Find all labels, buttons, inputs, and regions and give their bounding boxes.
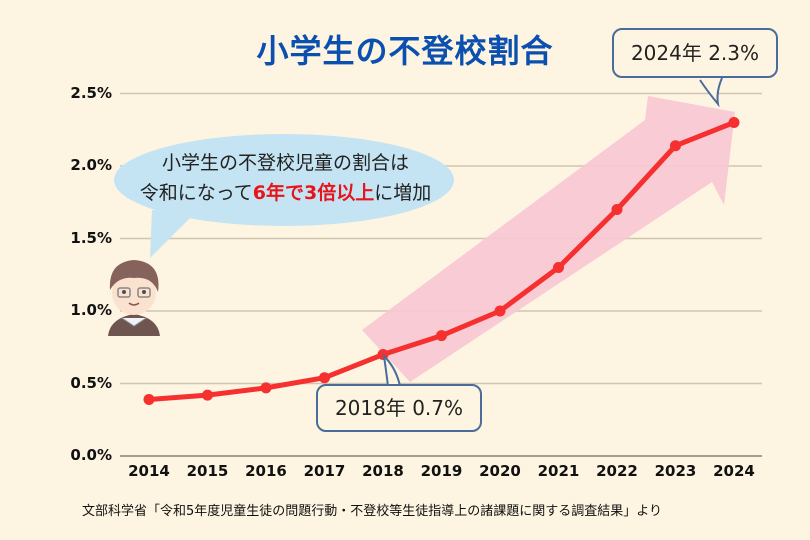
bubble-line-1: 小学生の不登校児童の割合は <box>161 152 409 174</box>
trend-arrow <box>362 96 735 382</box>
data-point <box>319 372 330 384</box>
x-tick-label: 2022 <box>596 462 638 480</box>
callout-2024: 2024年 2.3% <box>612 28 778 78</box>
speech-bubble-text: 小学生の不登校児童の割合は 令和になって6年で3倍以上に増加 <box>118 148 453 208</box>
speech-bubble-tail <box>150 210 196 258</box>
teacher-avatar <box>108 260 160 336</box>
callout-2018-text: 2018年 0.7% <box>334 396 464 420</box>
callout-tail-2018 <box>382 353 401 387</box>
x-tick-label: 2024 <box>713 462 755 480</box>
x-tick-label: 2021 <box>537 462 580 480</box>
callout-2024-text: 2024年 2.3% <box>630 41 760 65</box>
bubble-line-2: 令和になって6年で3倍以上に増加 <box>118 178 453 208</box>
y-tick-label: 0.5% <box>70 373 112 392</box>
chart-title: 小学生の不登校割合 <box>256 32 554 70</box>
data-point <box>260 382 272 394</box>
data-point <box>143 393 155 405</box>
callout-tail-2024 <box>699 77 723 108</box>
x-tick-label: 2014 <box>128 462 170 480</box>
data-point <box>611 204 623 215</box>
bubble-text-pre: 令和になって <box>139 182 253 204</box>
source-note: 文部科学省「令和5年度児童生徒の問題行動・不登校等生徒指導上の諸課題に関する調査… <box>82 504 663 519</box>
data-point <box>553 262 564 273</box>
y-tick-label: 0.0% <box>70 446 112 464</box>
x-tick-label: 2023 <box>654 462 697 480</box>
bubble-text-post: に増加 <box>374 182 432 204</box>
y-tick-label: 2.5% <box>70 83 112 102</box>
y-tick-label: 1.0% <box>70 301 112 319</box>
x-tick-label: 2016 <box>245 462 287 480</box>
data-point <box>728 117 740 128</box>
speech-bubble <box>114 134 454 226</box>
data-point <box>436 330 447 342</box>
y-tick-label: 2.0% <box>70 156 112 174</box>
data-point <box>494 305 506 317</box>
callout-2018: 2018年 0.7% <box>316 384 482 432</box>
x-tick-label: 2018 <box>362 462 404 480</box>
x-tick-label: 2015 <box>186 462 229 480</box>
data-point <box>670 140 681 152</box>
x-tick-label: 2020 <box>479 462 521 480</box>
data-point <box>202 389 213 401</box>
x-tick-label: 2019 <box>420 462 463 480</box>
data-points <box>143 117 740 405</box>
x-tick-label: 2017 <box>303 462 346 480</box>
bubble-highlight: 6年で3倍以上 <box>252 182 375 204</box>
y-tick-label: 1.5% <box>70 228 112 247</box>
